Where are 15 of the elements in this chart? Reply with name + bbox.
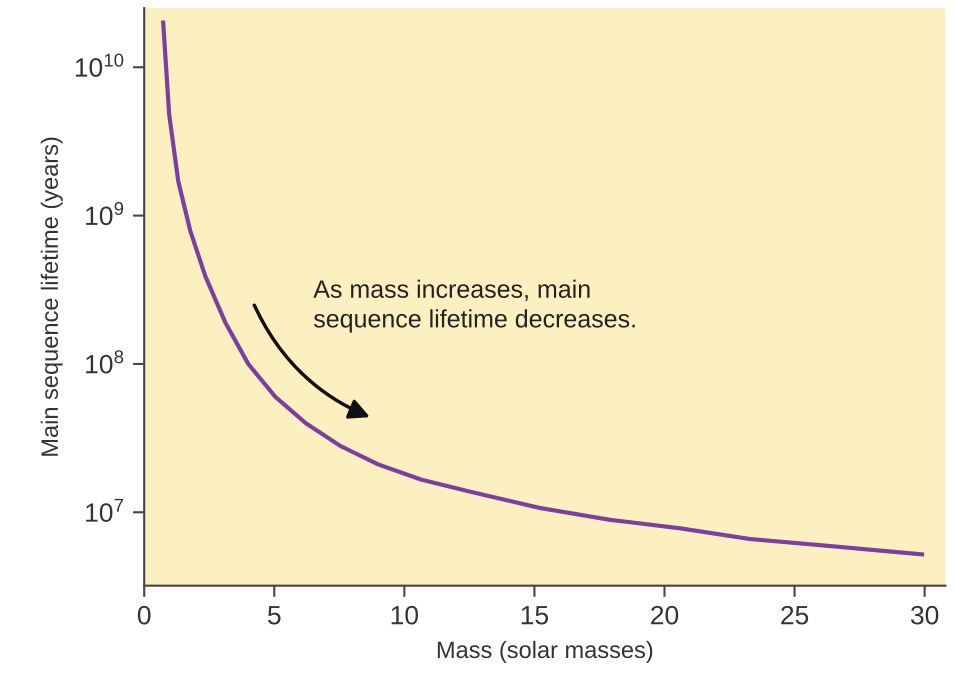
x-tick-label: 25 [781, 606, 808, 625]
x-tick-label: 10 [392, 606, 418, 625]
y-tick-label: 10$^{7}$ [86, 498, 124, 522]
x-tick-label: 15 [522, 606, 548, 625]
y-tick-label: 10$^{10}$ [76, 54, 124, 77]
x-tick-label: 5 [268, 606, 281, 625]
y-axis-title: Main sequence lifetime (years) [40, 138, 63, 456]
line-series [161, 20, 924, 556]
y-tick-label: 10$^{8}$ [86, 350, 124, 374]
x-tick-label: 30 [910, 606, 938, 625]
annotation: As mass increases, main sequence lifetime decreases. [313, 280, 635, 333]
y-tick-label: 10$^{9}$ [86, 202, 124, 226]
x-axis-title: Mass (solar masses) [438, 640, 652, 663]
x-tick-label: 20 [651, 606, 678, 625]
x-tick-label: 0 [138, 606, 151, 625]
